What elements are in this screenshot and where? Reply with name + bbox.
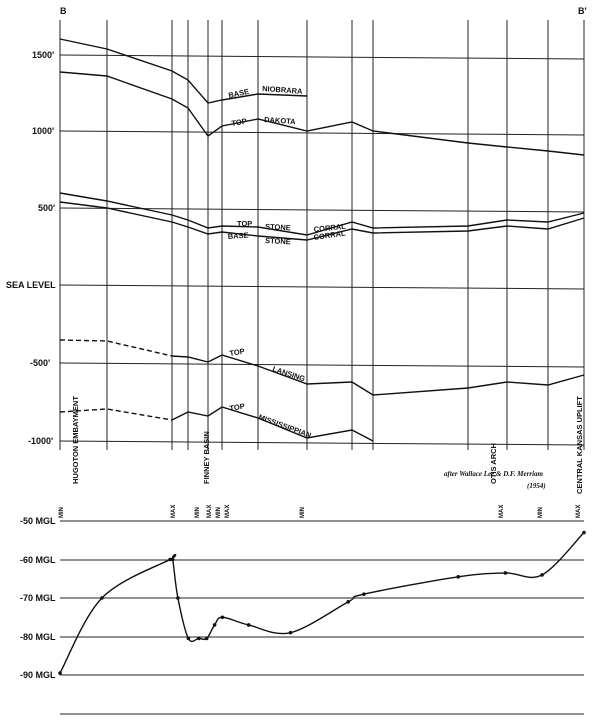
horizon-label-word: STONE bbox=[265, 236, 291, 246]
structure-label-finney: FINNEY BASIN bbox=[202, 431, 211, 484]
horizon-label-word: CORRAL bbox=[313, 222, 346, 234]
y-tick-label: -1000' bbox=[28, 436, 53, 446]
horizon-label-word: TOP bbox=[231, 116, 248, 128]
horizon-top-lansing bbox=[171, 354, 585, 396]
horizon-label-word: CORRAL bbox=[313, 229, 346, 242]
gravity-data-point bbox=[197, 636, 201, 641]
gravity-series-line bbox=[59, 532, 585, 674]
y-tick-label: SEA LEVEL bbox=[6, 280, 56, 290]
marker-label: MIN bbox=[300, 507, 306, 518]
gridline-minus-1000 bbox=[59, 440, 585, 446]
y-tick-label: 1000' bbox=[32, 126, 54, 136]
gridline-500 bbox=[59, 207, 585, 213]
gravity-y-axis: -50 MGL -60 MGL -70 MGL -80 MGL -90 MGL bbox=[20, 516, 56, 680]
structure-label-otis: OTIS ARCH bbox=[489, 443, 498, 484]
gravity-data-point bbox=[168, 557, 172, 562]
credit-line-2: (1954) bbox=[527, 482, 546, 490]
gravity-tick-label: -90 MGL bbox=[20, 670, 56, 680]
gridline-1500 bbox=[59, 54, 585, 60]
horizon-labels: BASE NIOBRARA TOP DAKOTA TOP STONE CORRA… bbox=[228, 84, 347, 440]
marker-label: MIN bbox=[195, 507, 201, 518]
horizon-top-stone-corral bbox=[59, 192, 585, 236]
horizon-lansing-dashed bbox=[59, 339, 173, 357]
horizon-label-word: BASE bbox=[228, 231, 249, 241]
marker-label: MAX bbox=[225, 505, 231, 518]
horizon-label-word: NIOBRARA bbox=[262, 84, 304, 96]
section-verticals bbox=[59, 20, 585, 450]
horizon-label-word: TOP bbox=[237, 219, 252, 228]
gravity-data-point bbox=[362, 592, 366, 596]
y-tick-label: 500' bbox=[38, 203, 55, 213]
gravity-data-point bbox=[456, 575, 461, 579]
structure-label-central-kansas: CENTRAL KANSAS UPLIFT bbox=[575, 396, 584, 494]
marker-label: MIN bbox=[538, 507, 544, 518]
horizon-label-word: LANSING bbox=[271, 364, 306, 383]
gravity-data-point bbox=[540, 573, 544, 577]
y-tick-label: -500' bbox=[30, 358, 50, 368]
gravity-data-point bbox=[220, 615, 225, 620]
gravity-data-point bbox=[100, 596, 104, 600]
gravity-data-point bbox=[204, 636, 209, 641]
gravity-data-point bbox=[288, 630, 293, 635]
gravity-data-point bbox=[503, 571, 508, 575]
horizon-top-mississippian bbox=[171, 406, 374, 442]
marker-label: MAX bbox=[499, 505, 505, 518]
structure-labels: HUGOTON EMBAYMENT FINNEY BASIN OTIS ARCH… bbox=[71, 396, 584, 494]
y-tick-label: 1500' bbox=[32, 50, 54, 60]
gravity-profile bbox=[58, 530, 586, 675]
gravity-tick-label: -80 MGL bbox=[20, 632, 56, 642]
gravity-data-point bbox=[346, 600, 351, 604]
gridline-sea-level bbox=[59, 284, 585, 290]
gravity-data-point bbox=[186, 636, 191, 641]
horizon-base-stone-corral bbox=[59, 201, 585, 241]
horizon-label-word: DAKOTA bbox=[264, 115, 297, 126]
marker-label: MIN bbox=[216, 507, 222, 518]
horizon-label-word: BASE bbox=[228, 87, 250, 100]
structure-label-hugoton: HUGOTON EMBAYMENT bbox=[71, 396, 80, 484]
gravity-data-point bbox=[212, 623, 217, 627]
gridline-1000 bbox=[59, 130, 585, 136]
horizon-base-niobrara bbox=[59, 71, 585, 156]
gravity-data-point bbox=[170, 557, 175, 562]
horizon-mississippian-dashed bbox=[59, 408, 173, 421]
gravity-data-point bbox=[58, 671, 62, 675]
gravity-data-point bbox=[176, 596, 180, 600]
gravity-markers: MIN MAX MIN MAX MIN MAX MIN MAX MIN MAX bbox=[59, 505, 582, 518]
marker-label: MAX bbox=[576, 505, 582, 518]
section-y-axis: 1500' 1000' 500' SEA LEVEL -500' -1000' bbox=[6, 50, 56, 446]
gravity-gridlines bbox=[60, 520, 584, 715]
marker-label: MAX bbox=[171, 505, 177, 518]
marker-label: MAX bbox=[207, 505, 213, 518]
section-left-label: B bbox=[60, 6, 67, 16]
horizon-upper-top bbox=[59, 38, 308, 104]
horizon-label-word: MISSISSIPPIAN bbox=[257, 412, 312, 439]
horizon-label-word: STONE bbox=[265, 222, 291, 232]
section-right-label: B' bbox=[578, 6, 587, 16]
gravity-tick-label: -70 MGL bbox=[20, 593, 56, 603]
gravity-tick-label: -60 MGL bbox=[20, 555, 56, 565]
gravity-data-point bbox=[582, 530, 586, 535]
gravity-data-point bbox=[246, 623, 251, 627]
section-gridlines bbox=[59, 54, 585, 446]
horizons bbox=[59, 38, 585, 442]
horizon-label-word: TOP bbox=[229, 346, 246, 358]
credit-line-1: after Wallace Lee & D.F. Merriam bbox=[444, 470, 544, 478]
horizon-label-word: TOP bbox=[229, 401, 246, 413]
gravity-tick-label: -50 MGL bbox=[20, 516, 56, 526]
marker-label: MIN bbox=[59, 507, 65, 518]
gridline-minus-500 bbox=[59, 362, 585, 368]
